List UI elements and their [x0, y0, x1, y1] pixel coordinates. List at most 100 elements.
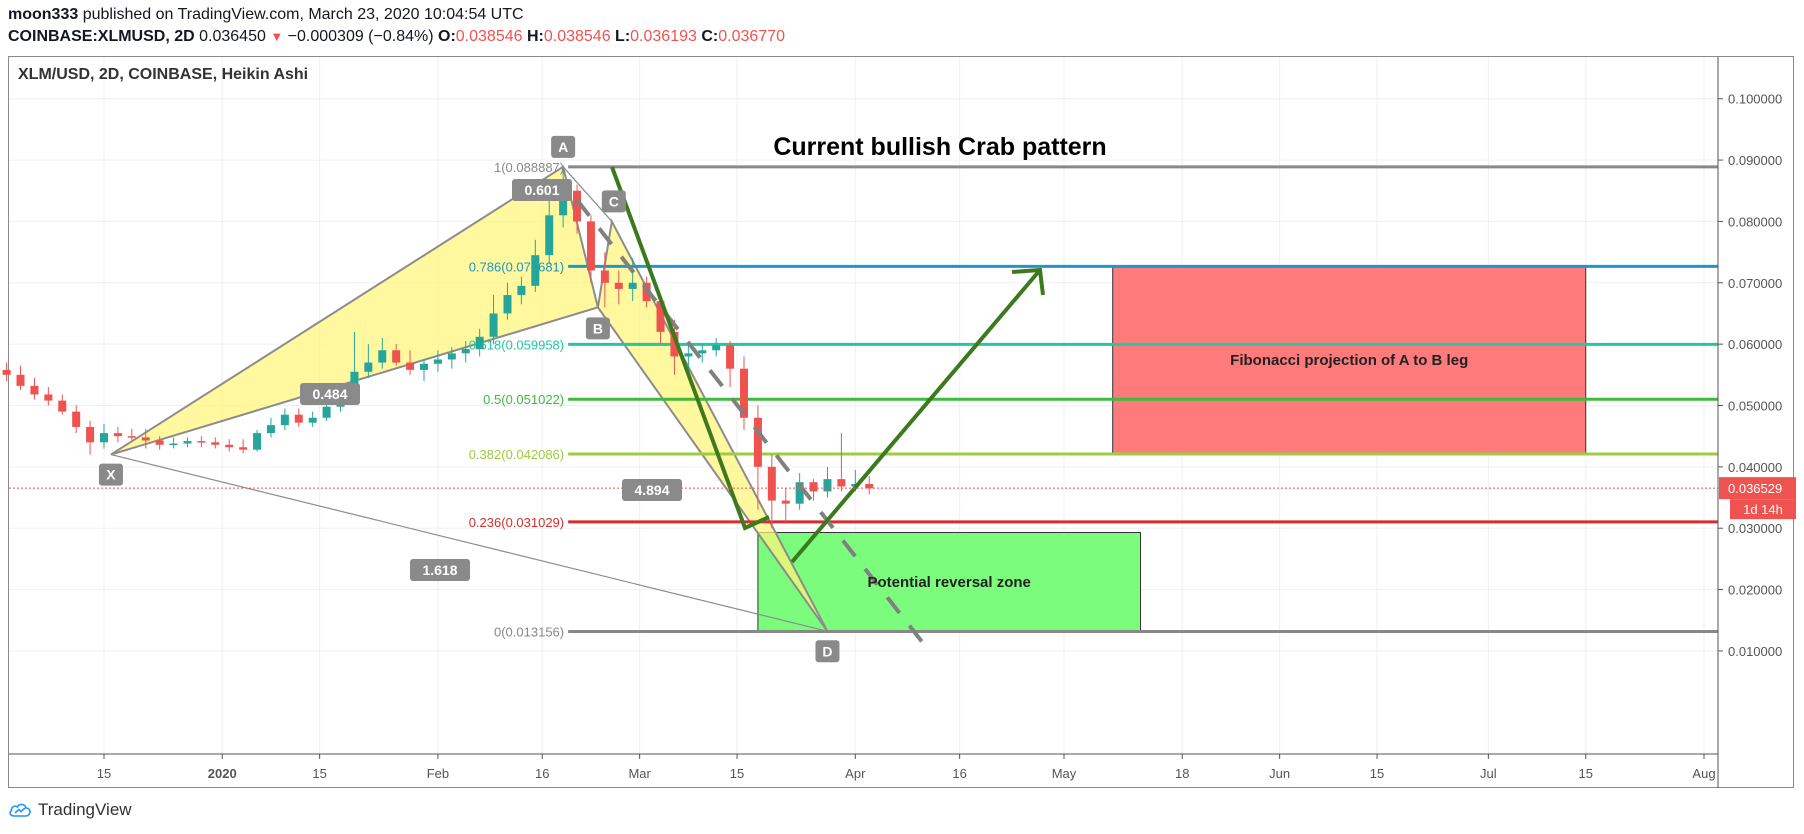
high-label: H:: [526, 28, 544, 45]
ratio-label: 0.601: [512, 179, 572, 201]
candle-body: [740, 368, 748, 418]
point-label-a: A: [551, 135, 576, 158]
time-tick-label: 15: [97, 766, 111, 781]
candle-body: [531, 255, 540, 286]
candle-body: [823, 479, 832, 492]
potential-reversal-zone: [757, 532, 1142, 633]
candle-body: [155, 440, 164, 445]
chart-frame: [8, 56, 1794, 788]
candle-body: [141, 437, 150, 441]
candle-body: [322, 406, 331, 418]
symbol-name: COINBASE:XLMUSD, 2D: [8, 28, 195, 45]
candle-body: [837, 479, 846, 487]
candle-body: [280, 414, 289, 426]
last-price-label: 0.036529: [1728, 481, 1782, 496]
label-badge: [300, 383, 360, 405]
candle-body: [86, 426, 95, 443]
projected-path-arrow: [610, 166, 770, 531]
candle-body: [392, 350, 401, 363]
candle-body: [503, 295, 512, 314]
price-tick-label: 0.040000: [1728, 460, 1782, 475]
candle-body: [378, 350, 387, 363]
candle-body: [475, 336, 484, 350]
fib-level-label: 0(0.013156): [494, 625, 564, 640]
candle-body: [698, 350, 707, 354]
candle-body: [586, 221, 595, 271]
candle-body: [461, 349, 470, 354]
time-tick-label: 18: [1175, 766, 1189, 781]
fib-level-label: 0.382(0.042086): [469, 447, 564, 462]
ratio-label: 4.894: [622, 479, 682, 501]
candle-body: [489, 313, 498, 337]
time-tick-label: Jul: [1480, 766, 1497, 781]
open-value: 0.038546: [455, 28, 523, 45]
label-text: X: [106, 467, 116, 483]
label-text: B: [593, 320, 603, 336]
reversal-zone-label: Potential reversal zone: [868, 574, 1031, 591]
arrow-head-icon: [1011, 267, 1045, 296]
publish-info: moon333 published on TradingView.com, Ma…: [8, 6, 524, 24]
close-value: 0.036770: [718, 28, 785, 45]
pattern-line-bd: [597, 306, 828, 632]
point-label-d: D: [815, 640, 840, 663]
candle-body: [433, 359, 442, 364]
candle-body: [197, 441, 206, 443]
point-label-x: X: [98, 463, 123, 486]
time-tick-label: 15: [1579, 766, 1593, 781]
candle-body: [559, 190, 568, 216]
time-tick-label: 16: [535, 766, 549, 781]
candle-body: [211, 442, 220, 445]
label-badge: [551, 135, 576, 158]
tradingview-cloud-icon: [9, 803, 31, 817]
fib-level-label: 0.786(0.072681): [469, 259, 564, 274]
fib-level-label: 0.618(0.059958): [469, 337, 564, 352]
candle-body: [670, 331, 679, 357]
point-label-c: C: [601, 190, 626, 213]
time-tick-label: Mar: [628, 766, 651, 781]
candle-body: [225, 444, 234, 448]
down-arrow-icon: ▼: [270, 29, 284, 44]
candle-body: [127, 436, 136, 438]
candle-body: [865, 484, 874, 489]
label-text: 0.601: [524, 182, 559, 198]
fibonacci-projection-zone: [1112, 265, 1587, 455]
candles-layer: [2, 166, 874, 529]
fib-level-label: 0.236(0.031029): [469, 515, 564, 530]
candle-body: [614, 282, 623, 289]
candle-body: [253, 433, 262, 450]
ratio-label: 0.484: [300, 383, 360, 405]
candle-body: [628, 282, 637, 289]
label-text: 1.618: [422, 562, 457, 578]
candle-body: [753, 417, 762, 467]
countdown-label: 1d 14h: [1743, 502, 1783, 517]
candle-body: [58, 400, 67, 412]
candle-body: [809, 482, 818, 492]
candle-body: [406, 362, 415, 370]
price-tick-label: 0.030000: [1728, 521, 1782, 536]
candle-body: [684, 353, 693, 357]
dashed-trend-line: [575, 198, 932, 654]
author-name[interactable]: moon333: [8, 6, 79, 23]
fib-level-label: 1(0.088887): [494, 160, 564, 175]
time-tick-label: 15: [1370, 766, 1384, 781]
pattern-line-ac: [562, 166, 613, 222]
label-badge: [815, 640, 840, 663]
candle-body: [781, 500, 790, 504]
time-tick-label: 15: [730, 766, 744, 781]
candle-body: [169, 443, 178, 446]
close-label: C:: [701, 28, 719, 45]
last-price-badge: [1719, 477, 1796, 500]
fib-zone-label: Fibonacci projection of A to B leg: [1230, 352, 1468, 369]
label-badge: [585, 317, 610, 340]
price-tick-label: 0.090000: [1728, 153, 1782, 168]
price-tick-label: 0.070000: [1728, 276, 1782, 291]
candle-body: [364, 362, 373, 372]
publish-date: published on TradingView.com, March 23, …: [82, 6, 524, 23]
ratio-label: 1.618: [410, 559, 470, 581]
price-tick-label: 0.010000: [1728, 644, 1782, 659]
candle-body: [113, 433, 122, 437]
bullish-target-arrow: [790, 268, 1042, 564]
tradingview-logo[interactable]: TradingView: [8, 800, 132, 820]
label-text: A: [558, 139, 568, 155]
